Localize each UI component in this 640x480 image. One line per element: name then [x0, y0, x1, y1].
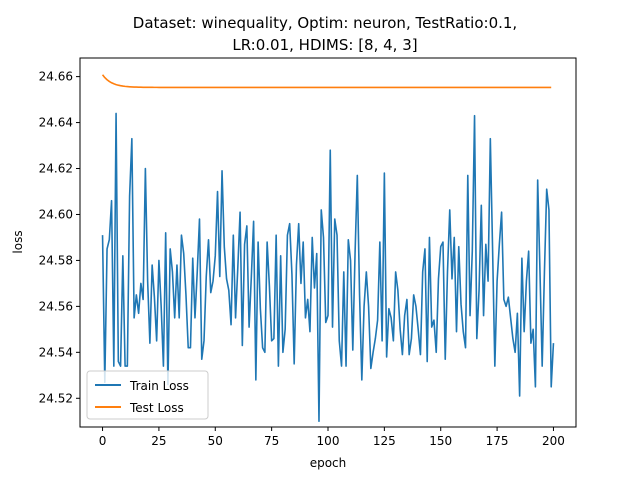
x-tick-label: 150: [429, 434, 452, 448]
series-line-train-loss: [101, 112, 555, 423]
x-tick-label: 0: [99, 434, 107, 448]
y-tick-label: 24.54: [39, 345, 73, 359]
y-tick-label: 24.60: [39, 207, 73, 221]
x-axis: 0 25 50 75 100 125 150 175 200: [99, 427, 565, 448]
y-axis-label: loss: [11, 230, 25, 253]
y-tick-label: 24.58: [39, 253, 73, 267]
x-tick-label: 50: [208, 434, 223, 448]
legend-label-train: Train Loss: [129, 379, 189, 393]
y-tick-label: 24.62: [39, 162, 73, 176]
legend-label-test: Test Loss: [129, 401, 184, 415]
chart-title-line-2: LR:0.01, HDIMS: [8, 4, 3]: [232, 36, 417, 54]
x-tick-label: 175: [486, 434, 509, 448]
y-tick-label: 24.66: [39, 70, 73, 84]
legend: Train Loss Test Loss: [86, 370, 209, 420]
x-axis-label: epoch: [310, 456, 347, 470]
x-tick-label: 100: [317, 434, 340, 448]
y-axis: 24.52 24.54 24.56 24.58 24.60 24.62 24.64 24.66: [39, 70, 80, 405]
x-tick-label: 125: [373, 434, 396, 448]
series-line-test-loss: [101, 74, 552, 89]
y-tick-label: 24.56: [39, 299, 73, 313]
x-tick-label: 200: [542, 434, 565, 448]
y-tick-label: 24.52: [39, 391, 73, 405]
x-tick-label: 75: [264, 434, 279, 448]
chart-title-line-1: Dataset: winequality, Optim: neuron, Tes…: [133, 14, 517, 32]
y-tick-label: 24.64: [39, 116, 73, 130]
series-layer: [101, 74, 555, 423]
x-tick-label: 25: [151, 434, 166, 448]
